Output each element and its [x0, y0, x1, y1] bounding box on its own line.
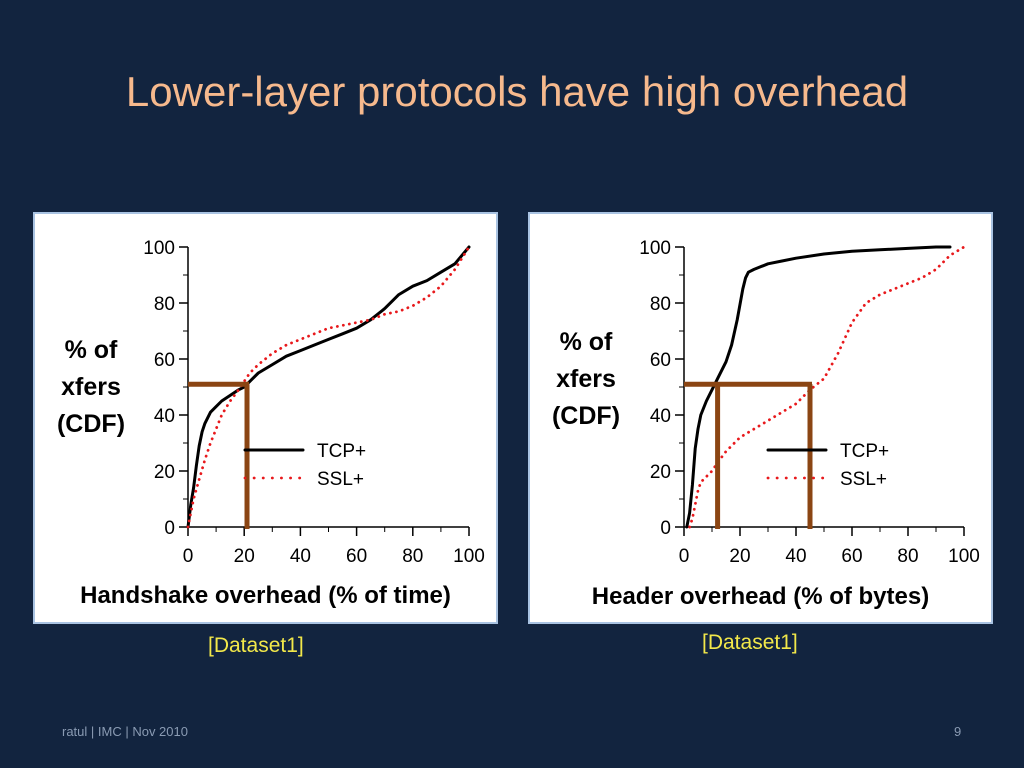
- slide-number: 9: [954, 724, 962, 739]
- x-tick-label: 100: [453, 546, 485, 567]
- y-tick-label: 60: [650, 350, 671, 371]
- footer-credit: ratul | IMC | Nov 2010: [62, 724, 188, 739]
- y-axis-title-line-3: (CDF): [56, 410, 126, 438]
- y-tick-label: 80: [154, 294, 175, 315]
- series-line-tcp: [186, 245, 471, 529]
- y-tick-label: 60: [154, 350, 175, 371]
- y-axis-title-line-1: % of: [64, 336, 118, 364]
- x-axis-title: Handshake overhead (% of time): [80, 582, 451, 609]
- y-tick-label: 0: [164, 518, 175, 539]
- x-tick-label: 20: [729, 546, 750, 567]
- y-axis-title: % of xfers (CDF): [41, 332, 141, 443]
- x-tick-label: 40: [290, 546, 311, 567]
- legend-label-tcp: TCP+: [840, 441, 889, 462]
- legend-label-ssl: SSL+: [317, 469, 364, 490]
- y-tick-label: 80: [650, 294, 671, 315]
- y-tick-label: 0: [660, 518, 671, 539]
- x-tick-label: 80: [897, 546, 918, 567]
- x-tick-label: 20: [234, 546, 255, 567]
- y-tick-label: 100: [143, 238, 175, 259]
- chart-panel-handshake: 0 20 40 60 80 100 0 20 40 60 80 100 TCP+ SSL+ % of xf…: [33, 212, 498, 624]
- y-tick-label: 20: [650, 462, 671, 483]
- y-tick-label: 100: [639, 238, 671, 259]
- series-line-tcp: [685, 245, 952, 529]
- x-tick-label: 0: [183, 546, 194, 567]
- dataset-caption-right: [Dataset1]: [702, 631, 798, 654]
- y-axis-title-line-1: % of: [559, 328, 613, 356]
- series-line-ssl: [688, 245, 966, 529]
- y-axis-title-line-3: (CDF): [551, 402, 621, 430]
- y-axis-title: % of xfers (CDF): [536, 324, 636, 435]
- x-tick-label: 40: [785, 546, 806, 567]
- y-axis-title-line-2: xfers: [556, 365, 616, 393]
- x-tick-label: 0: [679, 546, 690, 567]
- slide-title: Lower-layer protocols have high overhead: [125, 68, 909, 115]
- header-cdf-chart: 0 20 40 60 80 100 0 20 40 60 80 100 TCP+ SSL+: [639, 238, 980, 567]
- handshake-cdf-chart: 0 20 40 60 80 100 0 20 40 60 80 100 TCP+ SSL+: [143, 238, 485, 567]
- y-tick-label: 40: [154, 406, 175, 427]
- y-tick-label: 20: [154, 462, 175, 483]
- series-line-ssl: [186, 245, 471, 529]
- legend-label-ssl: SSL+: [840, 469, 887, 490]
- x-tick-label: 100: [948, 546, 980, 567]
- x-tick-label: 80: [402, 546, 423, 567]
- y-tick-label: 40: [650, 406, 671, 427]
- x-tick-label: 60: [346, 546, 367, 567]
- x-axis-title: Header overhead (% of bytes): [591, 583, 930, 610]
- chart-panel-header: 0 20 40 60 80 100 0 20 40 60 80 100 TCP+ SSL+ % of xf…: [528, 212, 993, 624]
- legend-label-tcp: TCP+: [317, 441, 366, 462]
- dataset-caption-left: [Dataset1]: [208, 634, 304, 657]
- y-axis-title-line-2: xfers: [61, 373, 121, 401]
- x-tick-label: 60: [841, 546, 862, 567]
